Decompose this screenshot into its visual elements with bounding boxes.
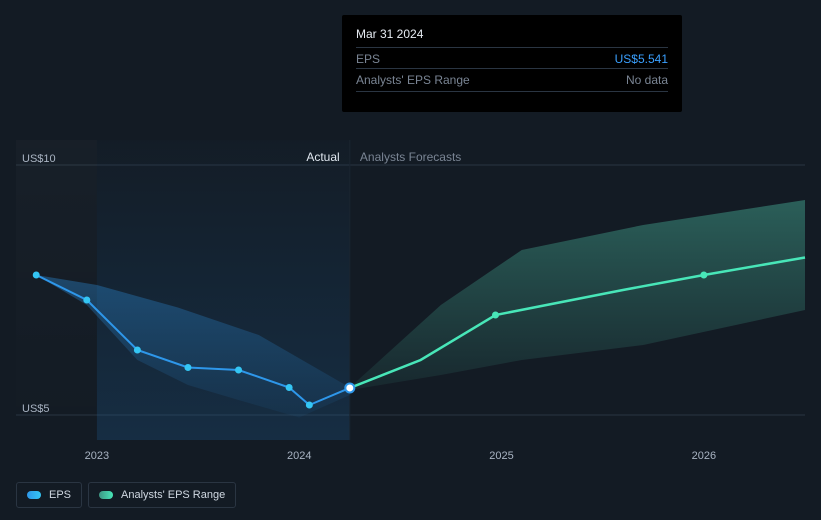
legend-swatch-icon [27,491,41,499]
legend-label: EPS [49,489,71,501]
x-axis-label: 2023 [85,450,109,462]
x-axis-label: 2025 [489,450,513,462]
tooltip-row-value: US$5.541 [615,52,668,66]
legend-swatch-icon [99,491,113,499]
chart-area[interactable] [16,140,805,440]
tooltip-row: Analysts' EPS Range No data [356,68,668,92]
tooltip-row-label: EPS [356,52,605,66]
legend-item[interactable]: EPS [16,482,82,508]
legend: EPS Analysts' EPS Range [16,482,236,508]
x-axis-label: 2024 [287,450,311,462]
legend-label: Analysts' EPS Range [121,489,225,501]
tooltip-row-label: Analysts' EPS Range [356,73,616,87]
chart-tooltip: Mar 31 2024 EPS US$5.541 Analysts' EPS Ran… [342,15,682,112]
tooltip-row: EPS US$5.541 [356,47,668,66]
tooltip-row-value: No data [626,73,668,87]
tooltip-date: Mar 31 2024 [356,27,668,41]
legend-item[interactable]: Analysts' EPS Range [88,482,236,508]
x-axis-label: 2026 [692,450,716,462]
